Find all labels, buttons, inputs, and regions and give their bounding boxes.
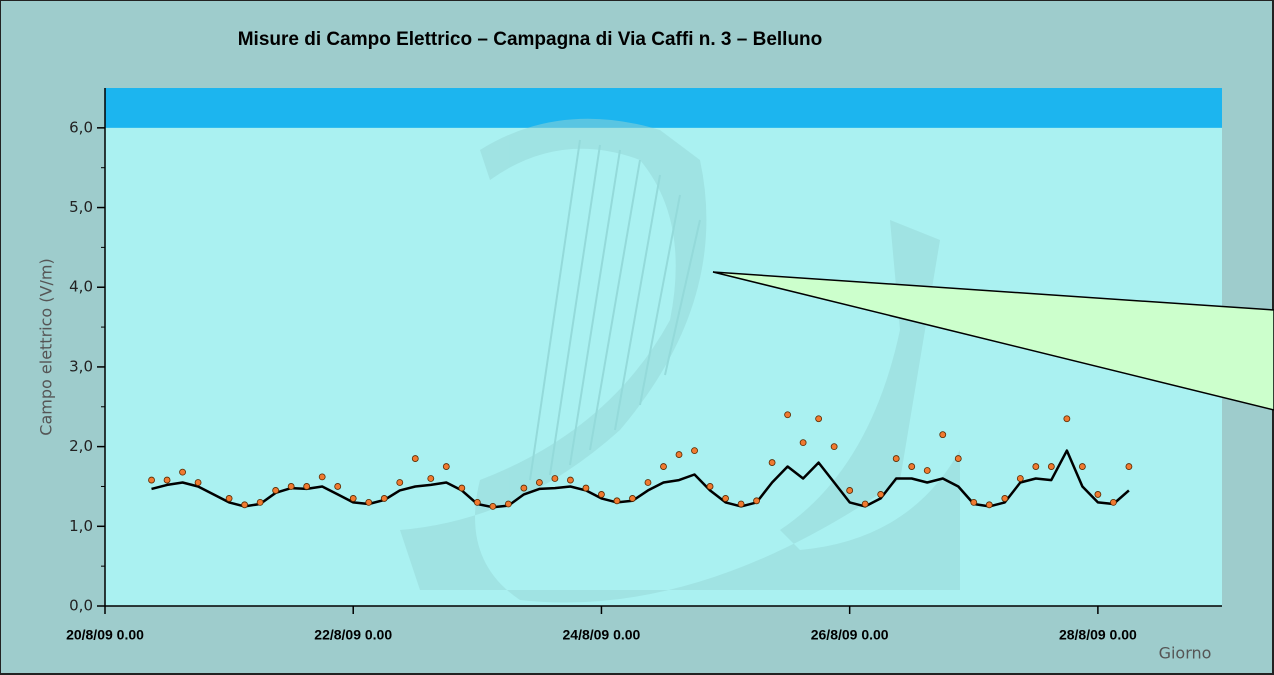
data-point [707,483,713,489]
x-tick-label: 28/8/09 0.00 [1059,627,1137,643]
data-point [412,456,418,462]
data-point [645,479,651,485]
data-point [490,503,496,509]
y-tick-label: 4,0 [69,278,93,296]
data-point [1095,491,1101,497]
y-tick-label: 5,0 [69,198,93,216]
y-tick-label: 1,0 [69,517,93,535]
data-point [723,495,729,501]
x-tick-label: 26/8/09 0.00 [811,627,889,643]
y-tick-label: 6,0 [69,118,93,136]
data-point [1033,464,1039,470]
data-point [676,452,682,458]
x-axis-label: Giorno [1159,644,1212,663]
data-point [366,499,372,505]
data-point [1048,464,1054,470]
data-point [335,483,341,489]
y-tick-label: 2,0 [69,437,93,455]
data-point [443,464,449,470]
data-point [754,498,760,504]
y-tick-label: 0,0 [69,597,93,615]
x-tick-label: 20/8/09 0.00 [66,627,144,643]
data-point [521,485,527,491]
data-point [878,491,884,497]
data-point [505,501,511,507]
limit-band-group [105,88,1222,128]
data-point [583,485,589,491]
data-point [614,498,620,504]
data-point [257,499,263,505]
data-point [893,456,899,462]
data-point [180,469,186,475]
data-point [536,479,542,485]
data-point [598,491,604,497]
chart: Misure di Campo Elettrico – Campagna di … [0,0,1274,675]
limit-band [105,88,1222,128]
data-point [273,487,279,493]
data-point [459,485,465,491]
data-point [474,499,480,505]
data-point [955,456,961,462]
data-point [1064,416,1070,422]
data-point [428,475,434,481]
data-point [862,501,868,507]
data-point [831,444,837,450]
x-tick-label: 22/8/09 0.00 [314,627,392,643]
data-point [242,502,248,508]
data-point [924,468,930,474]
data-point [226,495,232,501]
data-point [1126,464,1132,470]
chart-title: Misure di Campo Elettrico – Campagna di … [238,29,823,50]
data-point [381,495,387,501]
data-point [1017,475,1023,481]
data-point [319,474,325,480]
data-point [164,477,170,483]
data-point [738,501,744,507]
data-point [1079,464,1085,470]
data-point [350,495,356,501]
data-point [288,483,294,489]
data-point [552,475,558,481]
data-point [629,495,635,501]
data-point [986,502,992,508]
data-point [1002,495,1008,501]
y-axis-label: Campo elettrico (V/m) [37,258,56,435]
x-tick-label: 24/8/09 0.00 [563,627,641,643]
data-point [909,464,915,470]
y-tick-label: 3,0 [69,357,93,375]
data-point [692,448,698,454]
data-point [785,412,791,418]
data-point [769,460,775,466]
data-point [816,416,822,422]
data-point [195,479,201,485]
data-point [149,477,155,483]
data-point [304,483,310,489]
data-point [847,487,853,493]
data-point [567,477,573,483]
data-point [940,432,946,438]
data-point [397,479,403,485]
data-point [1110,499,1116,505]
data-point [800,440,806,446]
data-point [661,464,667,470]
data-point [971,499,977,505]
